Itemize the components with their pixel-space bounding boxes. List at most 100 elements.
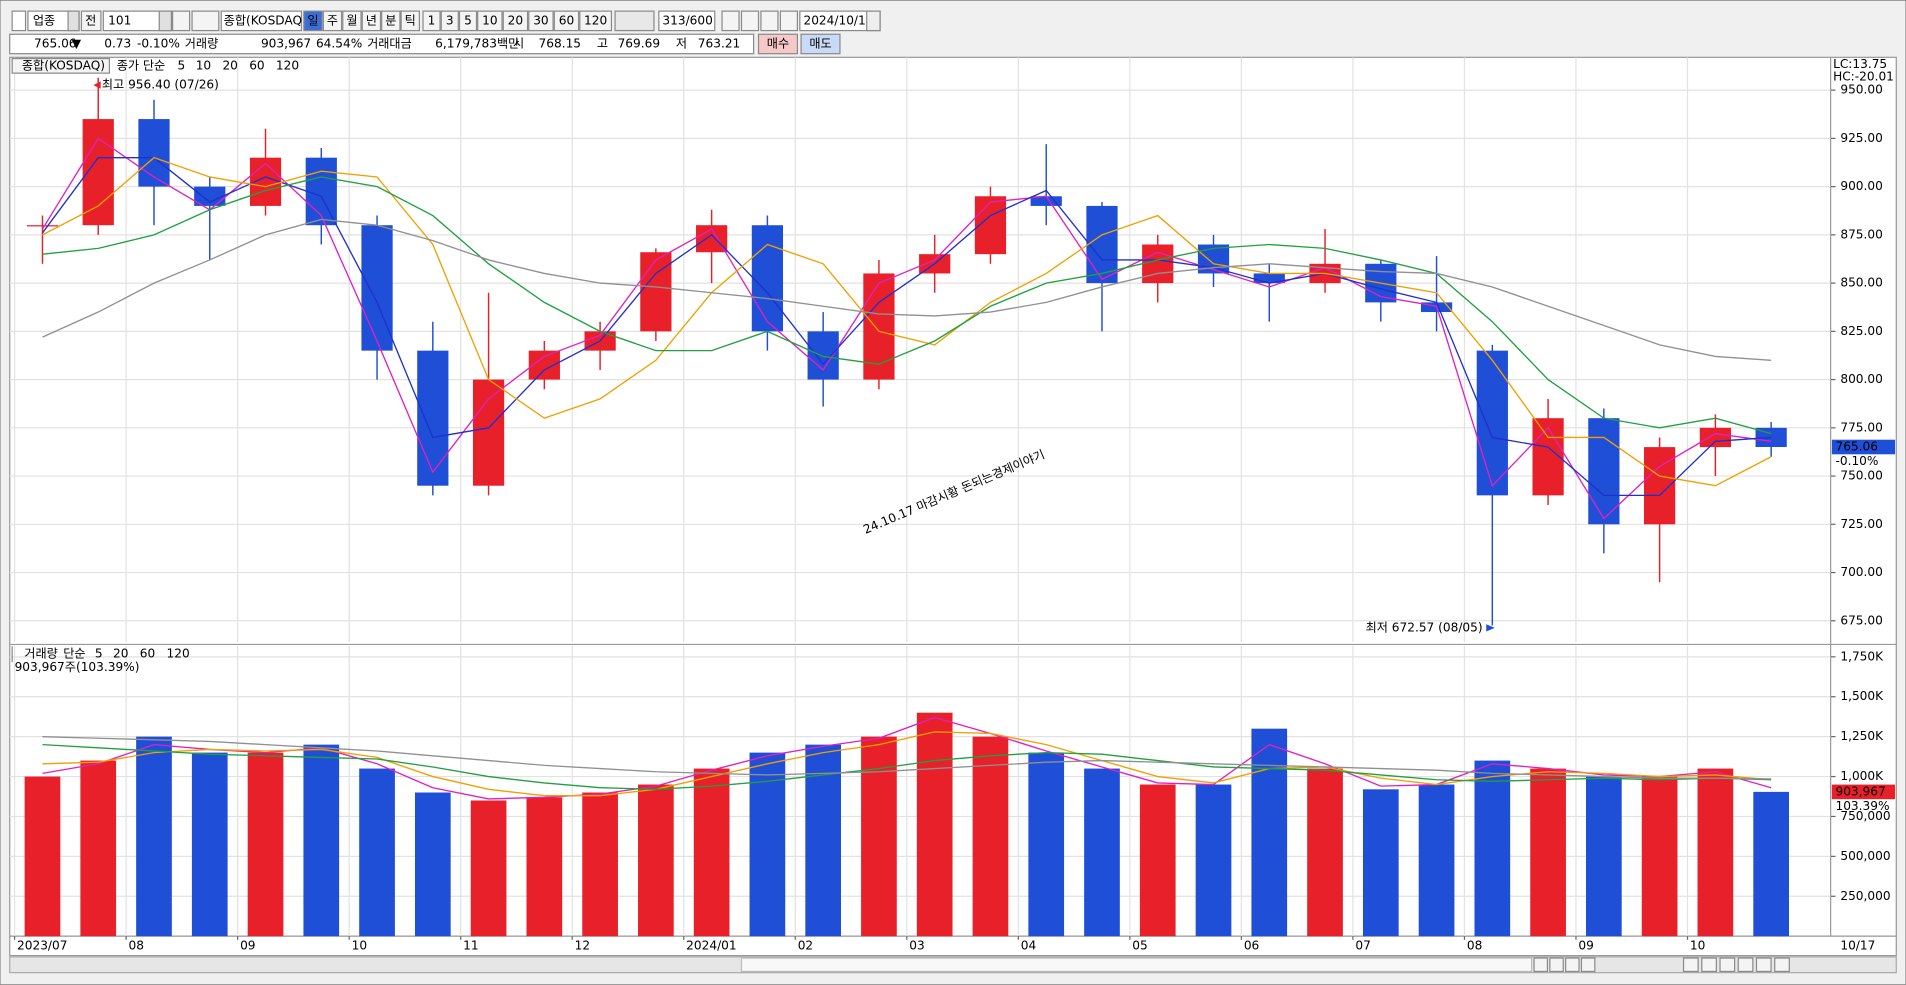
- view-control[interactable]: [1682, 957, 1699, 973]
- y-tick-label: 925.00: [1840, 131, 1882, 145]
- volume-bar: [247, 752, 284, 937]
- candle-body: [1030, 196, 1062, 206]
- period-label: 일: [307, 13, 318, 27]
- period-tab[interactable]: [322, 10, 343, 32]
- legend-entry: 120: [276, 58, 299, 72]
- interval-button[interactable]: [458, 10, 478, 32]
- dropdown[interactable]: [67, 10, 80, 32]
- y-tick-label: 800.00: [1840, 372, 1882, 386]
- volume-bar: [1530, 768, 1566, 937]
- info-change: 0.73: [104, 36, 131, 50]
- buy-label: 매수: [767, 36, 789, 50]
- count-field: [658, 10, 716, 32]
- candle-body: [194, 186, 226, 206]
- interval-label: 10: [482, 13, 497, 27]
- volume-bar: [1139, 784, 1176, 937]
- candle-body: [807, 331, 839, 380]
- scroll-control[interactable]: [1549, 957, 1564, 973]
- scroll-thumb[interactable]: [740, 957, 1533, 973]
- x-tick-label: 02: [798, 938, 813, 952]
- info-open-label: 시: [513, 36, 524, 50]
- view-control[interactable]: [1701, 957, 1717, 973]
- volume-box: [1831, 784, 1896, 800]
- mode: 전: [85, 13, 96, 27]
- volume-bar: [1251, 728, 1288, 937]
- legend-entry: 120: [167, 647, 190, 661]
- mode-button[interactable]: [80, 10, 102, 32]
- y-tick-label: 250,000: [1840, 889, 1890, 903]
- period-label: 월: [346, 13, 357, 27]
- moving-average: [41, 157, 1772, 497]
- hc-label: HC:-20.01: [1833, 69, 1894, 83]
- dropdown[interactable]: [158, 10, 173, 32]
- period-tab[interactable]: [381, 10, 401, 32]
- save-icon[interactable]: [760, 10, 779, 32]
- view-control[interactable]: [1737, 957, 1754, 973]
- chart-title: 거래량: [24, 647, 58, 661]
- period-tab[interactable]: [303, 10, 323, 32]
- view-control[interactable]: [1719, 957, 1736, 973]
- period-tab[interactable]: [342, 10, 362, 32]
- legend-entry: 20: [113, 647, 128, 661]
- interval-label: 60: [559, 13, 574, 27]
- moving-average: [42, 743, 1772, 790]
- moving-average: [42, 176, 1772, 435]
- period-tab[interactable]: [400, 10, 420, 32]
- y-tick-label: 1,500K: [1840, 689, 1884, 703]
- period-tab[interactable]: [361, 10, 382, 32]
- x-tick-label: 2023/07: [17, 938, 67, 952]
- interval-label: 30: [533, 13, 548, 27]
- interval-button[interactable]: [579, 10, 613, 32]
- blank-select[interactable]: [614, 10, 655, 32]
- legend-entry: 5: [95, 647, 103, 661]
- info-price: 765.06: [34, 36, 76, 50]
- buy-button[interactable]: [757, 33, 799, 55]
- interval-button[interactable]: [477, 10, 503, 32]
- info-change-pct: -0.10%: [137, 36, 180, 50]
- y-tick-label: 1,000K: [1840, 769, 1884, 783]
- search-icon[interactable]: [172, 10, 191, 32]
- calendar-icon[interactable]: [866, 10, 881, 32]
- y-tick-label: 950.00: [1840, 83, 1882, 97]
- view-control[interactable]: [1774, 957, 1790, 973]
- candle-body: [863, 273, 895, 380]
- moving-average: [42, 731, 1772, 797]
- volume-bar: [1697, 768, 1734, 937]
- price-change-label: -0.10%: [1835, 454, 1878, 468]
- candle-body: [1755, 427, 1787, 448]
- scroll-control[interactable]: [1565, 957, 1580, 973]
- x-tick-label: 07: [1355, 938, 1370, 952]
- interval-button[interactable]: [422, 10, 441, 32]
- info-high: 769.69: [618, 36, 660, 50]
- name-field[interactable]: [220, 10, 303, 32]
- interval-button[interactable]: [502, 10, 529, 32]
- x-tick-label: 06: [1244, 938, 1259, 952]
- y-tick-label: 900.00: [1840, 179, 1882, 193]
- interval-button[interactable]: [528, 10, 554, 32]
- scroll-control[interactable]: [1533, 957, 1549, 973]
- volume-bar: [1028, 752, 1065, 937]
- volume-bar: [972, 736, 1009, 937]
- scroll-control[interactable]: [1580, 957, 1596, 973]
- candle-body: [1644, 447, 1676, 525]
- sell-button[interactable]: [800, 33, 841, 55]
- info-open: 768.15: [539, 36, 581, 50]
- interval-button[interactable]: [553, 10, 580, 32]
- info-low-label: 저: [676, 36, 687, 50]
- settings-icon[interactable]: [779, 10, 799, 32]
- view-control[interactable]: [1755, 957, 1772, 973]
- candle-body: [417, 350, 449, 486]
- interval-button[interactable]: [440, 10, 459, 32]
- y-tick-label: 1,750K: [1840, 649, 1884, 663]
- x-tick-label: 03: [909, 938, 924, 952]
- volume-bar: [1084, 768, 1120, 937]
- layout-icon[interactable]: [11, 10, 27, 32]
- compare-icon[interactable]: [740, 10, 760, 32]
- sound-icon[interactable]: [191, 10, 220, 32]
- volume-box-label: 903,967: [1835, 784, 1885, 798]
- info-volume-label: 거래량: [185, 36, 219, 50]
- lc-label: LC:13.75: [1833, 57, 1887, 71]
- chart-icon[interactable]: [721, 10, 740, 32]
- candle-body: [138, 119, 170, 187]
- period-label: 년: [366, 13, 377, 27]
